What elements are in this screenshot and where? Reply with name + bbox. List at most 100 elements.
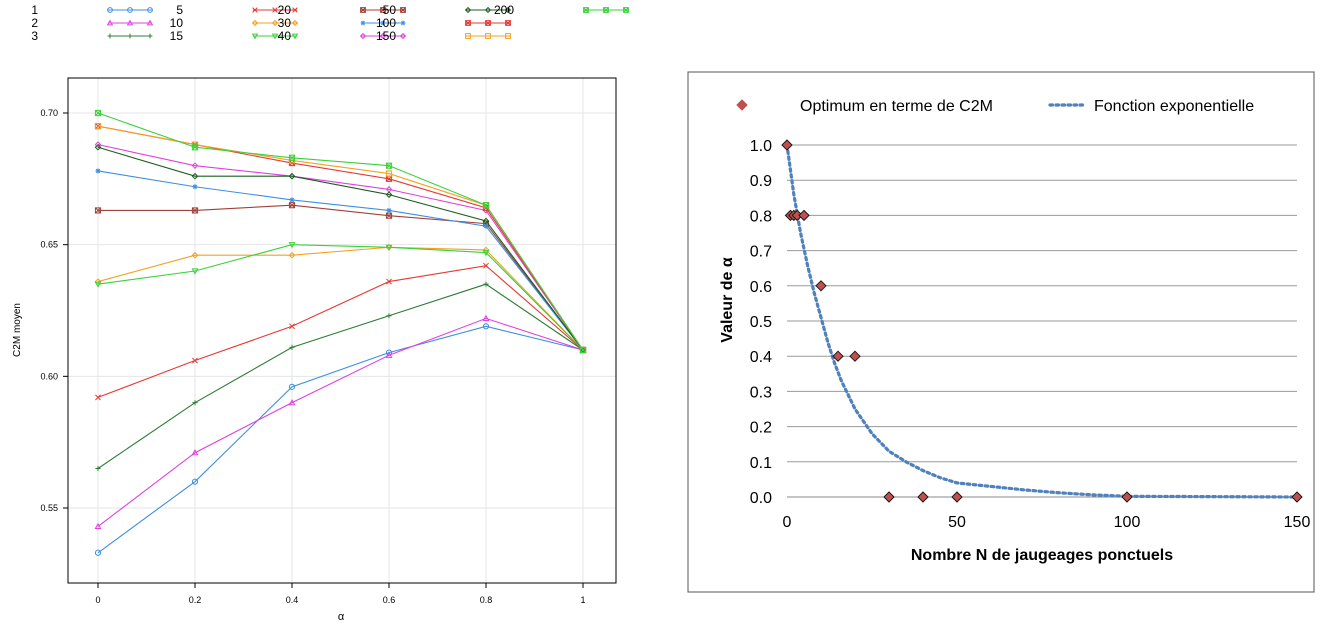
- left-legend-marker: [465, 33, 471, 39]
- left-data-point: [385, 244, 393, 251]
- left-data-point: [288, 399, 296, 406]
- left-x-tick-label: 0.2: [189, 595, 202, 605]
- left-data-point: [385, 170, 393, 177]
- left-legend-item: 50: [383, 3, 512, 17]
- left-data-point: [483, 223, 489, 229]
- right-y-tick-label: 0.9: [750, 173, 772, 190]
- left-data-point: [95, 465, 101, 472]
- left-series-line: [97, 246, 584, 351]
- right-y-tick-label: 0.6: [750, 279, 772, 296]
- right-chart-frame: [687, 71, 1315, 593]
- left-data-point: [94, 522, 102, 530]
- left-data-point: [288, 172, 296, 180]
- right-x-axis-label: Nombre N de jaugeages ponctuels: [911, 547, 1173, 564]
- right-y-tick-label: 0.2: [750, 420, 772, 437]
- left-legend-item: 30: [278, 16, 406, 30]
- left-data-point: [385, 191, 393, 198]
- optimum-data-point: [1291, 491, 1303, 503]
- left-data-point: [385, 351, 393, 358]
- right-x-tick-label: 0: [783, 514, 792, 531]
- left-legend-label: 100: [376, 16, 396, 30]
- left-series-15: [94, 242, 587, 354]
- left-data-point: [288, 242, 296, 249]
- left-data-point: [191, 449, 199, 456]
- left-data-point: [483, 262, 489, 269]
- right-legend: Optimum en terme de C2M Fonction exponent…: [736, 98, 1254, 115]
- left-data-point: [385, 162, 393, 169]
- right-y-tick-label: 1.0: [750, 138, 772, 155]
- left-legend-marker: [252, 7, 258, 13]
- left-legend-marker: [106, 19, 114, 26]
- left-series-line: [97, 244, 584, 351]
- left-legend-marker: [107, 7, 113, 13]
- left-data-point: [482, 217, 490, 225]
- left-legend-marker: [251, 19, 259, 27]
- left-data-point: [482, 314, 490, 321]
- left-legend-marker: [465, 20, 471, 26]
- left-legend-item: 1: [31, 3, 153, 17]
- left-series-50: [94, 143, 587, 354]
- left-data-point: [288, 154, 296, 161]
- left-legend-marker: [271, 33, 279, 40]
- left-legend-marker: [360, 20, 366, 26]
- optimum-data-point: [798, 209, 810, 222]
- left-x-tick-label: 0: [95, 595, 100, 605]
- left-y-tick-label: 0.55: [40, 503, 58, 513]
- left-data-point: [288, 202, 296, 209]
- left-series-line: [97, 265, 584, 398]
- left-data-point: [191, 144, 199, 151]
- left-legend-marker: [583, 7, 589, 13]
- left-data-point: [94, 549, 102, 556]
- left-legend-label: 10: [170, 16, 184, 30]
- left-data-point: [191, 207, 199, 214]
- right-y-tick-label: 0.1: [750, 455, 772, 472]
- left-data-point: [192, 184, 198, 190]
- left-legend-marker: [272, 7, 278, 13]
- left-legend-label: 200: [494, 3, 514, 17]
- left-legend-label: 50: [383, 3, 397, 17]
- right-x-tick-label: 50: [948, 514, 966, 531]
- left-data-point: [191, 478, 199, 485]
- right-legend-label: Optimum en terme de C2M: [800, 98, 993, 115]
- left-data-point: [288, 251, 296, 259]
- left-legend-item: 100: [376, 16, 511, 30]
- left-legend-item: 40: [278, 29, 407, 43]
- right-y-tick-label: 0.0: [750, 490, 772, 507]
- right-x-tick-label: 100: [1114, 514, 1141, 531]
- left-data-point: [289, 344, 295, 350]
- left-legend-marker: [127, 7, 133, 13]
- left-data-point: [483, 281, 489, 287]
- left-x-tick-label: 0.6: [383, 595, 396, 605]
- left-legend-item: 150: [376, 29, 511, 43]
- left-y-tick-label: 0.60: [40, 371, 58, 381]
- right-axes: 0.0 0.1 0.2 0.3 0.4 0.5 0.6 0.7 0.8 0.9 1.0 0 50 100 1…: [750, 138, 1311, 531]
- left-data-point: [94, 207, 102, 214]
- left-y-tick-label: 0.65: [40, 240, 58, 250]
- left-series-line: [97, 317, 584, 527]
- left-legend-label: 20: [278, 3, 292, 17]
- left-axes: 0 0.2 0.4 0.6 0.8 1 0.55 0.60 0.65 0.70: [40, 108, 585, 605]
- left-legend-marker: [291, 19, 299, 27]
- right-y-tick-label: 0.3: [750, 384, 772, 401]
- left-data-point: [192, 400, 198, 406]
- left-data-point: [94, 109, 102, 117]
- left-data-point: [191, 251, 199, 259]
- left-series-line: [97, 325, 584, 554]
- left-legend-marker: [399, 32, 407, 40]
- left-data-point: [191, 172, 199, 180]
- left-legend-marker: [400, 7, 406, 13]
- optimum-data-point: [883, 491, 895, 503]
- left-legend-marker: [107, 33, 113, 39]
- left-legend-marker: [127, 33, 133, 39]
- optimum-data-point: [781, 139, 793, 151]
- left-legend-marker: [505, 20, 511, 26]
- left-legend-label: 5: [176, 3, 183, 17]
- left-legend-marker: [147, 33, 153, 39]
- optimum-data-point: [917, 491, 929, 503]
- left-data-point: [289, 197, 295, 203]
- left-data-point: [386, 313, 392, 319]
- left-data-point: [94, 141, 102, 148]
- left-legend-marker: [360, 7, 366, 13]
- left-legend-marker: [291, 33, 299, 40]
